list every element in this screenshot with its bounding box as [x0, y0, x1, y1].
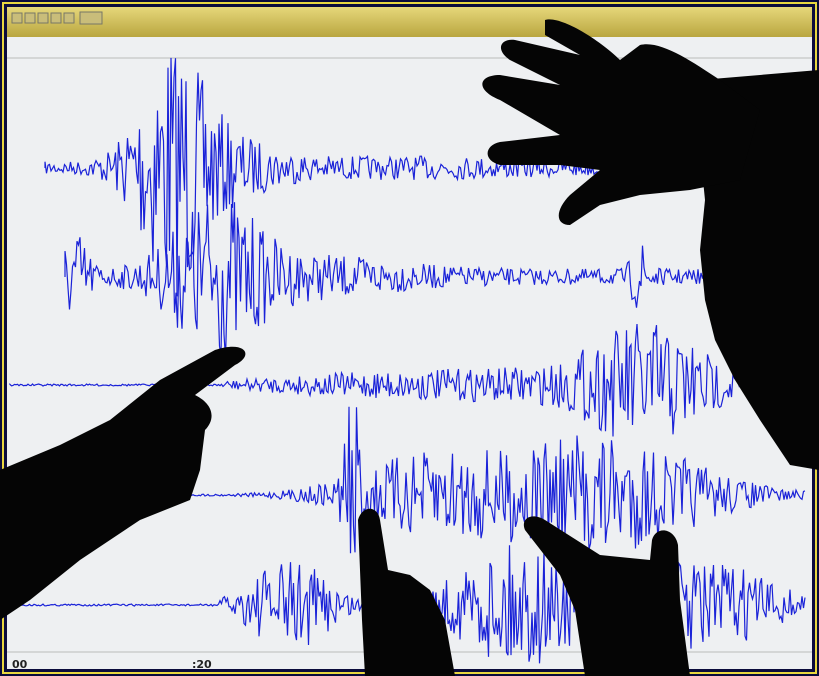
button — [11, 12, 23, 24]
time-label: :20 — [192, 658, 212, 671]
seismic-trace — [64, 202, 805, 359]
seismic-trace — [9, 323, 806, 437]
hand-silhouette — [482, 19, 760, 226]
pointing-hand — [523, 516, 690, 676]
button — [37, 12, 49, 24]
window-buttons — [11, 11, 103, 25]
time-label: 00 — [12, 658, 28, 671]
title-bar — [7, 7, 812, 37]
pointing-hand — [0, 346, 246, 620]
silhouettes — [0, 19, 819, 676]
button — [79, 11, 103, 25]
button — [63, 12, 75, 24]
pointing-finger — [358, 508, 455, 676]
button — [50, 12, 62, 24]
button — [24, 12, 36, 24]
